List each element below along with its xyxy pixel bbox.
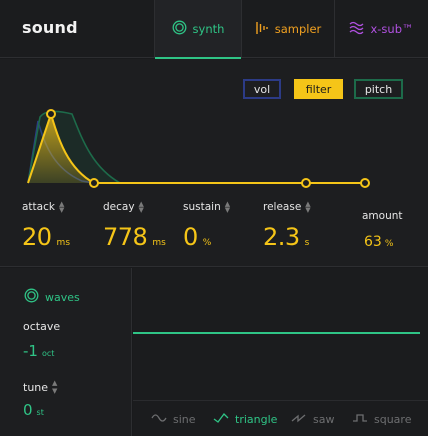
- tune-value[interactable]: 0 st: [23, 401, 44, 419]
- waves-control-panel: waves octave -1 oct tune ▲ ▼ 0 st: [0, 268, 132, 436]
- xsub-waves-icon: [349, 21, 364, 38]
- square-wave-icon: [352, 413, 368, 426]
- waves-ring-icon: [24, 288, 39, 306]
- mode-vol-button[interactable]: vol: [243, 79, 281, 99]
- wave-option-sine[interactable]: sine: [151, 413, 196, 426]
- amount-label: amount: [362, 210, 403, 222]
- tab-sampler[interactable]: sampler: [243, 0, 333, 58]
- tune-stepper-icon[interactable]: ▲ ▼: [52, 379, 58, 395]
- decay-handle[interactable]: [89, 178, 99, 188]
- wave-option-saw[interactable]: saw: [291, 413, 334, 426]
- release-value[interactable]: 2.3 s: [263, 223, 310, 251]
- release-handle[interactable]: [360, 178, 370, 188]
- saw-wave-icon: [291, 413, 307, 426]
- decay-stepper-icon[interactable]: ▲ ▼: [138, 200, 144, 214]
- sustain-label: sustain ▲ ▼: [183, 200, 231, 214]
- release-stepper-icon[interactable]: ▲ ▼: [305, 200, 311, 214]
- filter-envelope-fill: [28, 114, 94, 183]
- attack-stepper-icon[interactable]: ▲ ▼: [58, 200, 65, 214]
- sine-wave-icon: [151, 413, 167, 426]
- sustain-stepper-icon[interactable]: ▲ ▼: [224, 200, 231, 214]
- waves-title-label: waves: [45, 290, 80, 304]
- tab-synth[interactable]: synth: [154, 0, 242, 59]
- tab-synth-label: synth: [192, 22, 225, 36]
- tab-sampler-label: sampler: [274, 22, 322, 36]
- tab-xsub[interactable]: x-sub™: [334, 0, 428, 58]
- octave-label: octave: [23, 320, 61, 333]
- wave-option-square[interactable]: square: [352, 413, 411, 426]
- triangle-wave-icon: [213, 413, 229, 426]
- mode-pitch-button[interactable]: pitch: [354, 79, 403, 99]
- octave-value[interactable]: -1 oct: [23, 342, 55, 360]
- waves-header[interactable]: waves: [24, 288, 80, 306]
- release-label: release ▲ ▼: [263, 200, 311, 214]
- attack-value[interactable]: 20 ms: [22, 223, 71, 251]
- attack-handle[interactable]: [46, 109, 56, 119]
- tune-label: tune ▲ ▼: [23, 379, 58, 395]
- sustain-handle[interactable]: [301, 178, 311, 188]
- tab-xsub-label: x-sub™: [370, 22, 414, 36]
- waveform-display-panel: sine triangle saw square: [133, 268, 428, 436]
- waveform-line: [133, 332, 420, 334]
- decay-value[interactable]: 778 ms: [103, 223, 166, 251]
- wave-shape-selector: sine triangle saw square: [133, 400, 428, 436]
- decay-label: decay ▲ ▼: [103, 200, 144, 214]
- panel-title: sound: [22, 18, 78, 37]
- mode-filter-button[interactable]: filter: [294, 79, 343, 99]
- synth-ring-icon: [172, 20, 187, 38]
- envelope-panel: vol filter pitch attack ▲ ▼ 20 ms decay: [0, 59, 428, 267]
- amount-value[interactable]: 63 %: [364, 234, 394, 250]
- wave-option-triangle[interactable]: triangle: [213, 413, 277, 426]
- header-bar: sound synth sampler x-sub™: [0, 0, 428, 59]
- envelope-graph[interactable]: [0, 59, 428, 199]
- attack-label: attack ▲ ▼: [22, 200, 65, 214]
- sampler-bars-icon: [255, 21, 269, 38]
- sustain-value[interactable]: 0 %: [183, 223, 212, 251]
